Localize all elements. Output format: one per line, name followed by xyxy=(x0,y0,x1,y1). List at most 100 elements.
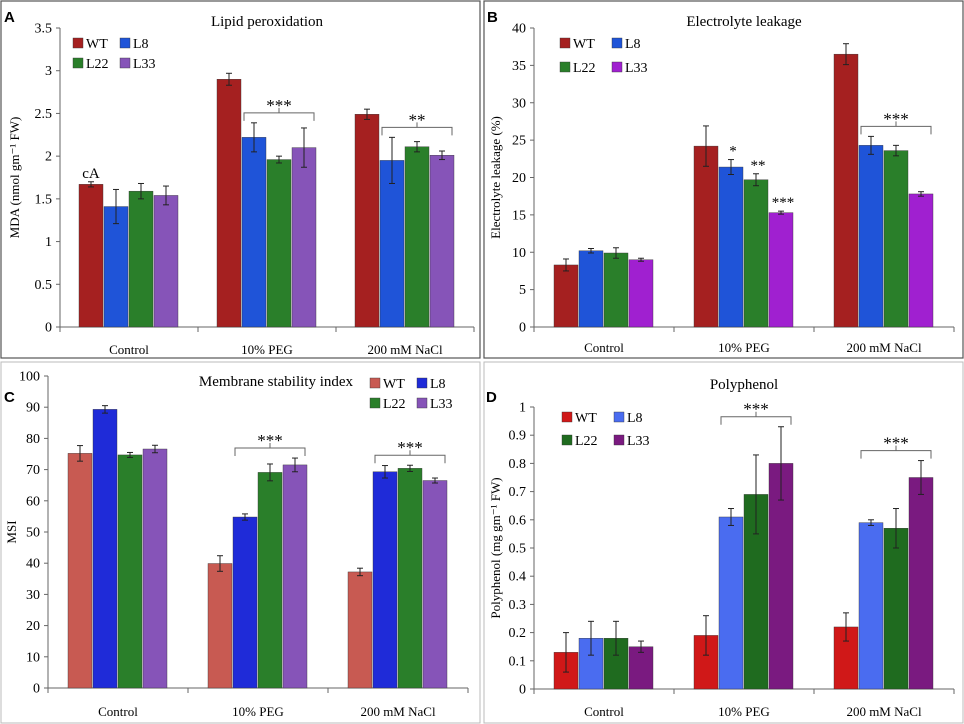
y-axis-label: Electrolyte leakage (%) xyxy=(488,116,503,239)
category-label: Control xyxy=(584,704,624,719)
panel-frame xyxy=(483,361,964,724)
significance-stars: *** xyxy=(883,109,909,128)
significance-stars: *** xyxy=(883,434,909,453)
legend-label: L33 xyxy=(627,434,650,449)
legend-swatch xyxy=(559,37,571,49)
bar xyxy=(743,179,769,328)
legend-swatch xyxy=(561,434,573,446)
bar xyxy=(718,166,744,328)
legend-swatch xyxy=(119,57,131,69)
bar xyxy=(908,193,934,328)
bar xyxy=(153,195,179,328)
bar xyxy=(908,477,934,690)
legend-item: WT xyxy=(369,377,405,392)
significance-bracket: *** xyxy=(720,400,792,425)
significance-bracket: *** xyxy=(860,109,932,135)
y-tick-label: 30 xyxy=(512,96,526,111)
bar xyxy=(768,212,794,328)
legend-swatch xyxy=(559,61,571,73)
category-label: Control xyxy=(98,704,138,719)
legend-label: L33 xyxy=(133,57,156,72)
bar xyxy=(347,571,373,689)
bar xyxy=(372,471,398,689)
significance-bracket: *** xyxy=(234,431,306,457)
y-tick-label: 60 xyxy=(26,494,40,509)
y-tick-label: 0 xyxy=(519,321,526,336)
legend-item: L22 xyxy=(72,57,109,72)
legend-label: L8 xyxy=(430,377,446,392)
category-label: Control xyxy=(109,342,149,357)
bar xyxy=(142,448,168,689)
bracket-line xyxy=(381,126,453,136)
y-tick-label: 0.3 xyxy=(509,598,527,613)
panel-letter: C xyxy=(4,389,15,406)
y-tick-label: 35 xyxy=(512,59,526,74)
bar xyxy=(207,563,233,689)
bar xyxy=(379,160,405,328)
bar xyxy=(397,468,423,689)
y-tick-label: 15 xyxy=(512,208,526,223)
bar xyxy=(241,137,267,328)
legend-label: L8 xyxy=(625,37,641,52)
significance-bracket: *** xyxy=(860,434,932,459)
legend-label: WT xyxy=(573,37,595,52)
bar xyxy=(291,147,317,328)
legend-label: L33 xyxy=(625,61,648,76)
bar xyxy=(718,516,744,690)
y-tick-label: 30 xyxy=(26,588,40,603)
legend-swatch xyxy=(613,434,625,446)
y-tick-label: 70 xyxy=(26,463,40,478)
y-axis-label: MSI xyxy=(4,520,19,543)
category-label: 200 mM NaCl xyxy=(360,704,436,719)
bar xyxy=(282,464,308,689)
y-tick-label: 20 xyxy=(512,171,526,186)
significance-stars: *** xyxy=(743,400,769,419)
bar xyxy=(429,155,455,328)
y-axis-label: Polyphenol (mg gm⁻¹ FW) xyxy=(488,477,503,618)
category-label: 10% PEG xyxy=(718,704,770,719)
category-label: 10% PEG xyxy=(232,704,284,719)
significance-bracket: ** xyxy=(381,110,453,136)
y-tick-label: 40 xyxy=(26,557,40,572)
bar xyxy=(628,646,654,690)
bar xyxy=(232,516,258,689)
panel-b: B 0 5 10 15 20 25 30 35 40 Electrolyte leakage (%)… xyxy=(483,0,964,359)
legend-item: L33 xyxy=(613,434,650,449)
y-axis-label: MDA (nmol gm⁻¹ FW) xyxy=(7,117,22,239)
bar xyxy=(693,145,719,328)
bar xyxy=(128,190,154,328)
legend-item: L8 xyxy=(611,37,641,52)
legend-label: L8 xyxy=(133,37,149,52)
legend-item: WT xyxy=(72,37,108,52)
legend-item: L8 xyxy=(416,377,446,392)
bar xyxy=(553,264,579,328)
bar xyxy=(404,146,430,328)
y-tick-label: 3 xyxy=(45,64,52,79)
significance-bracket: *** xyxy=(243,96,315,121)
y-tick-label: 3.5 xyxy=(35,22,53,37)
annotation-label: *** xyxy=(772,195,795,211)
bar xyxy=(578,250,604,328)
y-tick-label: 10 xyxy=(26,650,40,665)
y-tick-label: 0 xyxy=(45,321,52,336)
bracket-line xyxy=(243,112,315,121)
panel-letter: A xyxy=(4,9,15,26)
legend-label: WT xyxy=(86,37,108,52)
bar xyxy=(768,463,794,690)
bar xyxy=(216,79,242,328)
panel-a: A 0 0.5 1 1.5 2 2.5 3 3.5 MDA (nmol gm⁻¹ FW) Lipid… xyxy=(0,0,481,359)
legend-swatch xyxy=(611,37,623,49)
y-tick-label: 5 xyxy=(519,283,526,298)
panel-d: D 0 0.1 0.2 0.3 0.4 0.5 0.6 0.7 0.8 0.9 1 Polyphenol… xyxy=(486,377,955,719)
legend-swatch xyxy=(369,377,381,389)
legend-item: WT xyxy=(559,37,595,52)
bar xyxy=(603,252,629,328)
y-tick-label: 100 xyxy=(19,370,40,385)
y-tick-label: 0.9 xyxy=(509,429,527,444)
bar xyxy=(883,528,909,690)
bar xyxy=(67,453,93,689)
bar xyxy=(103,206,129,328)
y-tick-label: 80 xyxy=(26,432,40,447)
bar xyxy=(628,259,654,328)
